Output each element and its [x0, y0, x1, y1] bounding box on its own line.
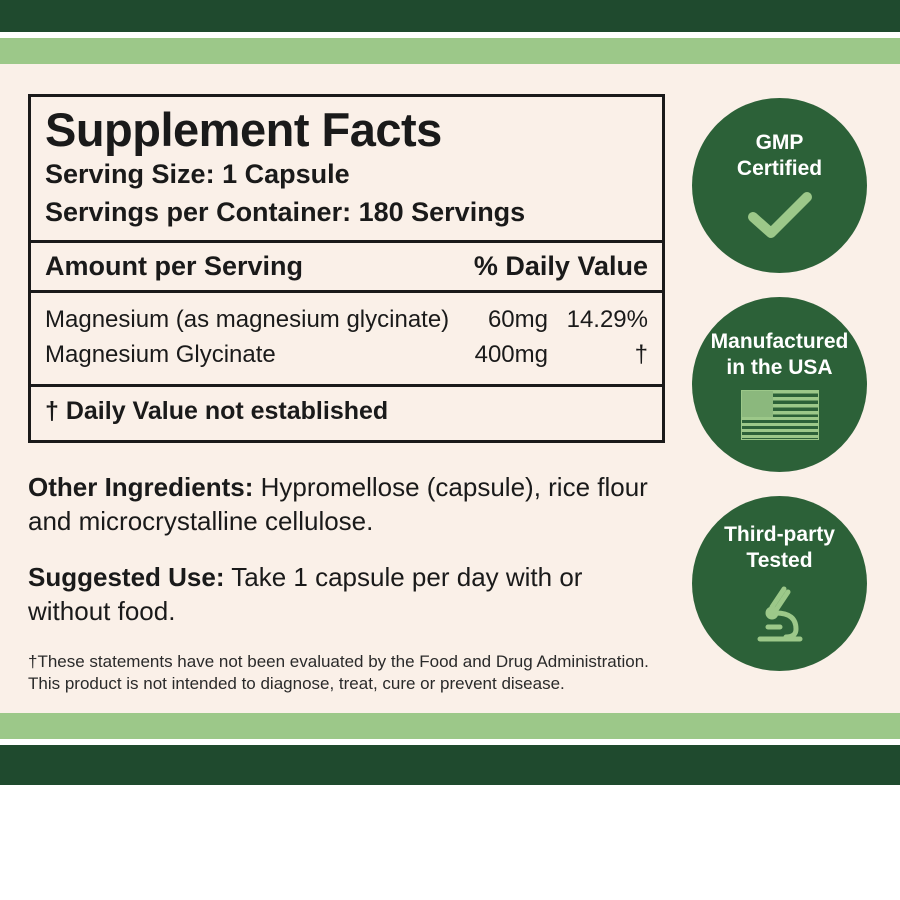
amount-header: Amount per Serving — [45, 251, 303, 282]
suggested-use-label: Suggested Use: — [28, 562, 225, 592]
bottom-stripe-dark — [0, 745, 900, 785]
badge-label: GMPCertified — [737, 130, 822, 180]
below-facts: Other Ingredients: Hypromellose (capsule… — [28, 471, 665, 694]
top-stripe-dark — [0, 0, 900, 32]
dv-note: † Daily Value not established — [31, 387, 662, 440]
servings-per-container: Servings per Container: 180 Servings — [45, 196, 648, 230]
ingredient-amount: 60mg — [458, 303, 548, 338]
check-icon — [747, 191, 813, 241]
main-panel: Supplement Facts Serving Size: 1 Capsule… — [0, 64, 900, 713]
ingredient-name: Magnesium (as magnesium glycinate) — [45, 303, 458, 338]
badge: Third-partyTested — [692, 496, 867, 671]
ingredient-row: Magnesium (as magnesium glycinate)60mg14… — [45, 303, 648, 338]
serving-size: Serving Size: 1 Capsule — [45, 158, 648, 192]
facts-title: Supplement Facts — [45, 105, 648, 154]
other-ingredients: Other Ingredients: Hypromellose (capsule… — [28, 471, 665, 539]
disclaimer: †These statements have not been evaluate… — [28, 651, 665, 695]
ingredients-block: Magnesium (as magnesium glycinate)60mg14… — [31, 293, 662, 385]
facts-header: Supplement Facts Serving Size: 1 Capsule… — [31, 97, 662, 240]
serving-size-label: Serving Size: — [45, 159, 215, 189]
badge: GMPCertified — [692, 98, 867, 273]
servings-per-container-value: 180 Servings — [359, 197, 526, 227]
ingredient-row: Magnesium Glycinate400mg† — [45, 338, 648, 373]
servings-per-container-label: Servings per Container: — [45, 197, 351, 227]
ingredient-amount: 400mg — [458, 338, 548, 373]
other-ingredients-label: Other Ingredients: — [28, 472, 253, 502]
top-stripe-light — [0, 38, 900, 64]
microscope-icon — [750, 583, 810, 645]
badges-column: GMPCertified Manufacturedin the USA Third-… — [687, 94, 872, 695]
left-column: Supplement Facts Serving Size: 1 Capsule… — [28, 94, 665, 695]
bottom-stripe-light — [0, 713, 900, 739]
badge-label: Manufacturedin the USA — [711, 329, 849, 379]
amount-header-row: Amount per Serving % Daily Value — [31, 243, 662, 290]
ingredient-dv: † — [548, 338, 648, 373]
serving-size-value: 1 Capsule — [222, 159, 350, 189]
suggested-use: Suggested Use: Take 1 capsule per day wi… — [28, 561, 665, 629]
ingredient-dv: 14.29% — [548, 303, 648, 338]
supplement-facts-box: Supplement Facts Serving Size: 1 Capsule… — [28, 94, 665, 443]
badge-label: Third-partyTested — [724, 522, 835, 572]
badge: Manufacturedin the USA — [692, 297, 867, 472]
ingredient-name: Magnesium Glycinate — [45, 338, 458, 373]
flag-icon — [741, 390, 819, 440]
dv-header: % Daily Value — [474, 251, 648, 282]
